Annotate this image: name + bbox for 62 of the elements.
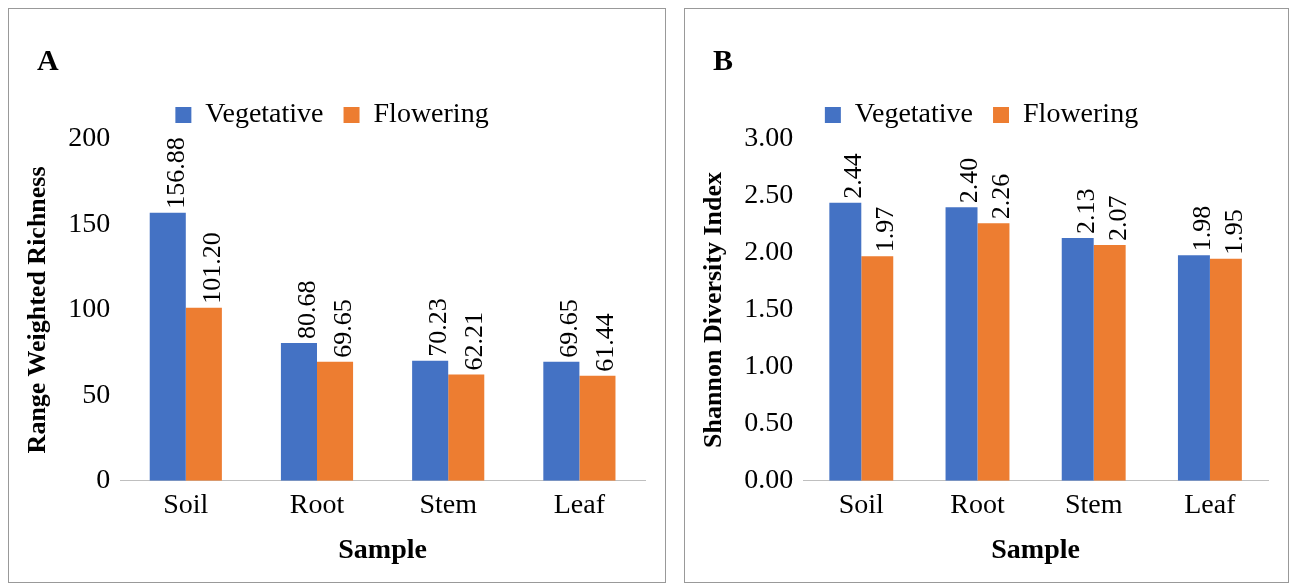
data-label: 2.13 (1070, 188, 1100, 235)
x-tick-label: Leaf (1184, 487, 1237, 519)
chart-title: B (713, 42, 734, 76)
bar (1093, 244, 1126, 481)
data-label: 1.98 (1186, 205, 1216, 252)
x-tick-label: Stem (419, 487, 478, 519)
bar (945, 207, 978, 481)
data-label: 69.65 (554, 299, 584, 358)
x-tick-label: Soil (163, 487, 209, 519)
x-axis-title: Sample (991, 533, 1080, 565)
data-label: 69.65 (327, 299, 357, 358)
y-tick-label: 200 (68, 121, 111, 153)
bar (579, 375, 616, 481)
data-label: 1.97 (870, 206, 900, 253)
data-label: 61.44 (590, 313, 620, 372)
data-label: 101.20 (196, 232, 226, 304)
data-label: 1.95 (1218, 209, 1248, 255)
data-label: 80.68 (291, 280, 321, 339)
bar (829, 202, 862, 481)
y-tick-label: 3.00 (744, 121, 794, 153)
bar (185, 307, 222, 481)
data-label: 2.07 (1102, 195, 1132, 241)
data-label: 2.44 (838, 153, 868, 199)
bar (861, 256, 894, 481)
bar (1209, 258, 1242, 481)
y-tick-label: 2.00 (744, 235, 794, 267)
bar (543, 361, 580, 481)
data-label: 70.23 (422, 298, 452, 357)
y-tick-label: 0 (96, 463, 111, 495)
y-tick-label: 150 (68, 206, 111, 238)
y-tick-label: 100 (68, 292, 111, 324)
data-label: 2.26 (986, 173, 1016, 220)
x-tick-label: Soil (838, 487, 885, 519)
bar (448, 374, 485, 481)
y-tick-label: 2.50 (744, 178, 794, 210)
bar (149, 212, 186, 481)
bar (977, 223, 1010, 481)
legend-label: Flowering (1023, 97, 1139, 129)
x-axis-title: Sample (338, 533, 427, 565)
x-tick-label: Leaf (553, 487, 606, 519)
y-tick-label: 1.00 (744, 349, 794, 381)
x-tick-label: Stem (1064, 487, 1123, 519)
bar (1177, 255, 1210, 481)
y-tick-label: 1.50 (744, 292, 794, 324)
bar (317, 361, 354, 481)
y-axis-title: Shannon Diversity Index (698, 171, 728, 448)
data-label: 2.40 (954, 157, 984, 204)
y-axis-title: Range Weighted Richness (22, 166, 52, 454)
bar (1061, 238, 1094, 481)
bar (280, 342, 317, 481)
bar (412, 360, 449, 481)
y-tick-label: 50 (82, 377, 111, 409)
y-tick-label: 0.00 (744, 463, 794, 495)
y-tick-label: 0.50 (744, 406, 794, 438)
chart-title: A (37, 42, 59, 76)
data-label: 62.21 (459, 311, 489, 371)
data-label: 156.88 (160, 137, 190, 209)
legend-label: Vegetative (854, 97, 974, 129)
x-tick-label: Root (950, 487, 1005, 519)
legend-label: Vegetative (205, 97, 324, 129)
legend-label: Flowering (373, 97, 489, 129)
x-tick-label: Root (289, 487, 345, 519)
